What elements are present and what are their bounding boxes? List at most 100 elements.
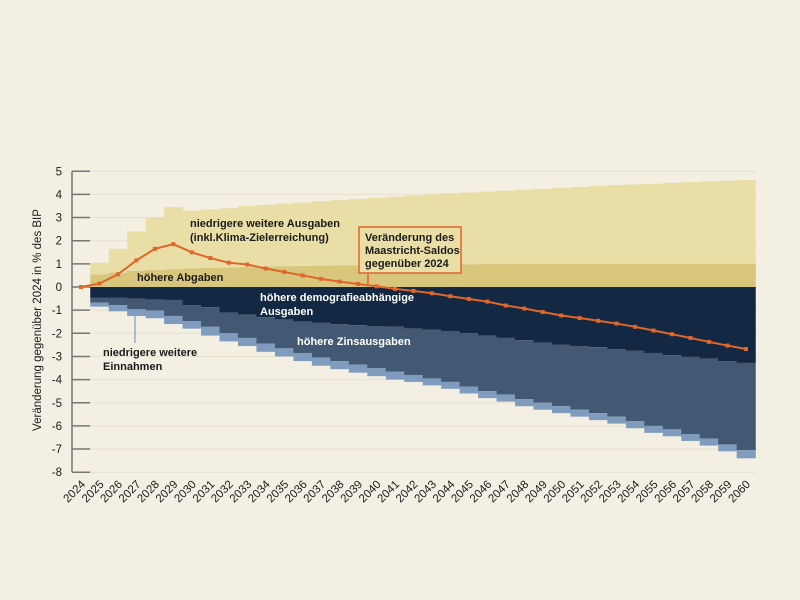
saldo-point	[485, 299, 490, 304]
saldo-point	[374, 284, 379, 289]
series-label: Einnahmen	[103, 361, 163, 373]
saldo-point	[115, 272, 120, 277]
bar-segment	[164, 287, 184, 300]
bar-segment	[348, 364, 368, 373]
bar-segment	[644, 263, 664, 287]
bar-segment	[164, 207, 184, 270]
bar-segment	[607, 416, 627, 424]
bar-segment	[551, 344, 572, 407]
bar-segment	[625, 184, 645, 264]
bar-segment	[348, 325, 368, 365]
bar-segment	[219, 208, 239, 268]
saldo-point	[282, 269, 287, 274]
bar-segment	[422, 378, 442, 386]
saldo-point	[743, 347, 748, 352]
series-label: (inkl.Klima-Zielerreichung)	[190, 232, 329, 244]
bar-segment	[127, 298, 147, 309]
bar-segment	[385, 326, 405, 372]
bar-segment	[108, 305, 128, 312]
saldo-point	[651, 328, 656, 333]
bar-segment	[422, 287, 442, 330]
y-tick-label: -6	[52, 421, 62, 433]
bar-segment	[90, 287, 110, 298]
bar-segment	[699, 181, 719, 264]
bar-segment	[311, 357, 331, 366]
bar-segment	[551, 406, 572, 414]
bar-segment	[607, 263, 627, 287]
bar-segment	[588, 287, 608, 348]
bar-segment	[404, 328, 424, 375]
bar-segment	[588, 186, 608, 264]
bar-segment	[182, 321, 202, 329]
bar-segment	[644, 425, 664, 433]
bar-segment	[274, 266, 295, 287]
bar-segment	[164, 315, 184, 325]
bar-segment	[570, 346, 590, 410]
bar-segment	[588, 263, 608, 287]
bar-segment	[256, 317, 276, 344]
bar-segment	[330, 324, 350, 362]
bar-segment	[237, 287, 258, 315]
bar-segment	[681, 182, 701, 264]
bar-segment	[404, 287, 424, 329]
bar-segment	[256, 204, 276, 267]
bar-segment	[478, 191, 498, 265]
bar-segment	[441, 381, 461, 389]
bar-segment	[459, 192, 479, 265]
bar-segment	[718, 361, 738, 445]
bar-segment	[625, 287, 645, 351]
bar-segment	[164, 299, 184, 316]
bar-segment	[459, 333, 479, 387]
bar-segment	[699, 287, 719, 359]
saldo-point	[79, 285, 83, 289]
series-label: niedrigere weitere	[103, 347, 197, 359]
bar-segment	[718, 263, 738, 287]
saldo-point	[337, 279, 342, 284]
bar-segment	[699, 263, 719, 287]
bar-segment	[644, 183, 664, 264]
bar-segment	[588, 413, 608, 421]
stacked-bars	[90, 180, 756, 459]
bar-segment	[127, 287, 147, 299]
saldo-point	[134, 258, 139, 263]
bar-segment	[311, 322, 331, 358]
y-tick-label: 4	[56, 189, 63, 201]
saldo-point	[97, 281, 102, 286]
bar-segment	[127, 308, 147, 316]
bar-segment	[459, 386, 479, 394]
bar-segment	[274, 348, 295, 357]
saldo-point	[725, 343, 730, 348]
y-tick-label: 0	[56, 282, 62, 294]
x-axis: 2024202520262027202820292030203120322033…	[62, 478, 754, 505]
bar-segment	[736, 450, 756, 459]
bar-segment	[441, 330, 461, 382]
saldo-point	[429, 291, 434, 296]
saldo-point	[411, 288, 416, 293]
saldo-point	[356, 281, 361, 286]
bar-segment	[662, 429, 682, 437]
bar-segment	[478, 391, 498, 399]
bar-segment	[681, 287, 701, 357]
y-tick-label: 1	[56, 259, 62, 271]
saldo-point	[392, 286, 397, 291]
bar-segment	[274, 319, 295, 349]
y-tick-label: 3	[56, 213, 62, 225]
bar-segment	[404, 374, 424, 382]
saldo-callout-label: Veränderung des	[365, 232, 454, 244]
bar-segment	[515, 340, 535, 400]
bar-segment	[533, 188, 553, 264]
saldo-line	[79, 242, 748, 352]
bar-segment	[570, 409, 590, 417]
bar-segment	[588, 347, 608, 414]
bar-segment	[108, 248, 128, 273]
bar-segment	[607, 349, 627, 417]
bar-segment	[367, 326, 387, 369]
y-tick-label: 5	[56, 166, 62, 178]
bar-segment	[551, 187, 572, 264]
bar-segment	[736, 362, 756, 451]
bar-segment	[496, 264, 516, 287]
bar-segment	[274, 203, 295, 267]
bar-segment	[736, 287, 756, 363]
bar-segment	[145, 299, 165, 311]
bar-segment	[108, 297, 128, 306]
